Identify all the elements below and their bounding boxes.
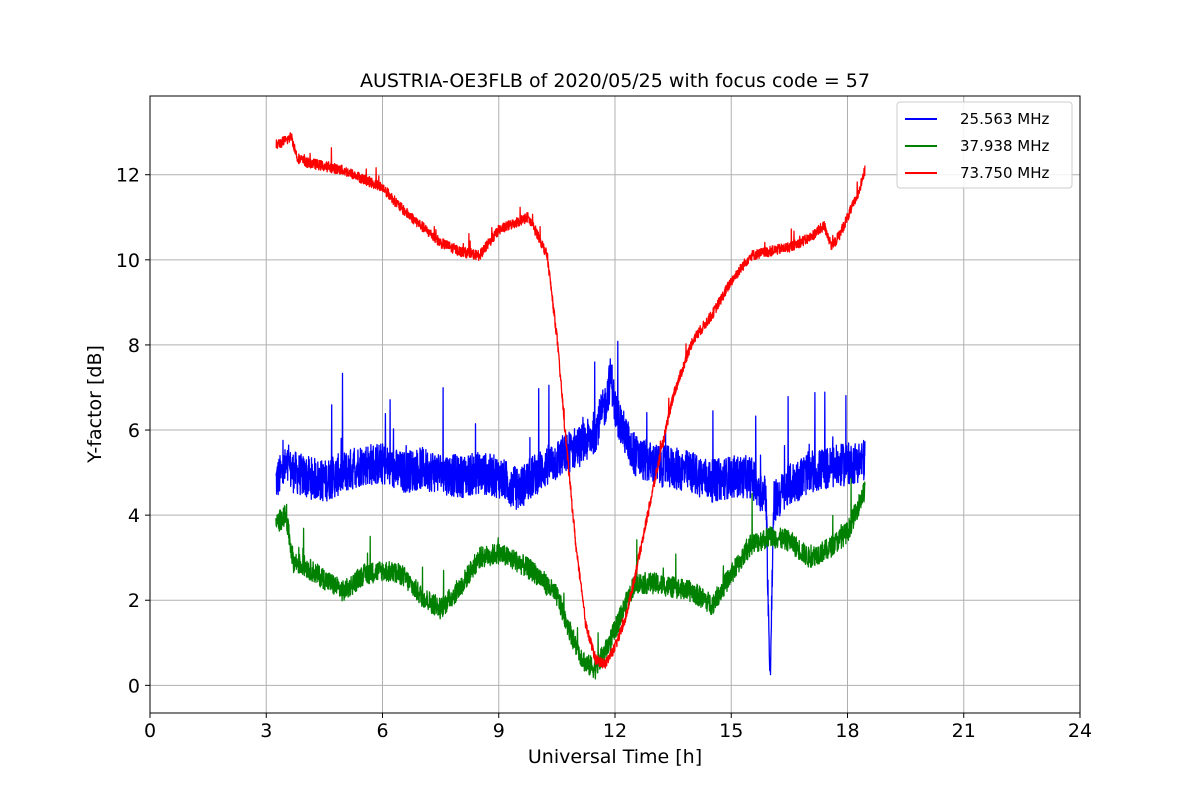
y-tick-label: 12 bbox=[116, 165, 140, 187]
legend: 25.563 MHz 37.938 MHz 73.750 MHz bbox=[896, 101, 1073, 189]
x-tick-label: 15 bbox=[719, 720, 743, 742]
y-tick-label: 8 bbox=[128, 335, 140, 357]
series-line-1 bbox=[275, 477, 866, 680]
y-tick-label: 2 bbox=[128, 590, 140, 612]
series-line-0 bbox=[275, 340, 866, 676]
y-tick-label: 0 bbox=[128, 675, 140, 697]
x-tick-label: 0 bbox=[144, 720, 156, 742]
x-axis-label: Universal Time [h] bbox=[528, 746, 702, 768]
legend-box bbox=[896, 101, 1073, 189]
x-tick-label: 6 bbox=[376, 720, 388, 742]
series-line-2 bbox=[275, 132, 866, 669]
x-tick-label: 24 bbox=[1068, 720, 1092, 742]
y-tick-label: 6 bbox=[128, 420, 140, 442]
x-tick-label: 3 bbox=[260, 720, 272, 742]
chart-title: AUSTRIA-OE3FLB of 2020/05/25 with focus … bbox=[360, 70, 870, 92]
legend-label: 25.563 MHz bbox=[960, 110, 1049, 128]
y-axis-label: Y-factor [dB] bbox=[84, 345, 106, 464]
x-tick-label: 18 bbox=[835, 720, 859, 742]
x-tick-label: 21 bbox=[952, 720, 976, 742]
legend-label: 73.750 MHz bbox=[960, 164, 1049, 182]
series-lines bbox=[275, 132, 866, 680]
y-tick-label: 4 bbox=[128, 505, 140, 527]
y-tick-label: 10 bbox=[116, 250, 140, 272]
x-tick-label: 12 bbox=[603, 720, 627, 742]
legend-label: 37.938 MHz bbox=[960, 137, 1049, 155]
x-tick-label: 9 bbox=[493, 720, 505, 742]
